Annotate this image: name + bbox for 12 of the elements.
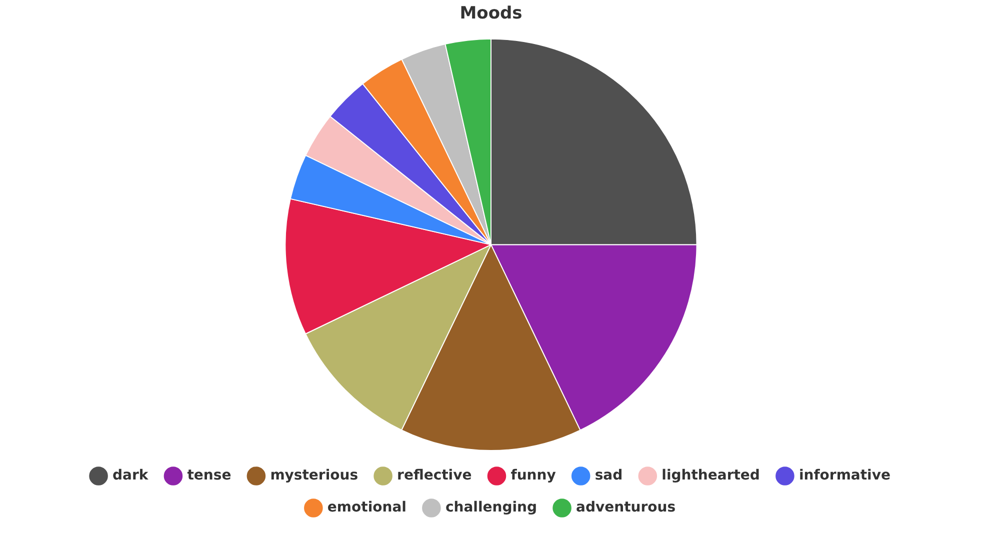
legend-label: funny (510, 468, 556, 484)
legend-label: dark (112, 468, 149, 484)
legend-label: mysterious (270, 468, 358, 484)
chart-title: Moods (460, 4, 522, 24)
legend-label: informative (798, 468, 890, 484)
legend-label: sad (594, 468, 623, 484)
legend-label: lighthearted (662, 468, 760, 484)
legend-label: challenging (445, 500, 538, 516)
legend-label: reflective (397, 468, 472, 484)
legend-label: tense (187, 468, 232, 484)
legend-label: adventurous (576, 500, 676, 516)
legend-label: emotional (327, 500, 406, 516)
